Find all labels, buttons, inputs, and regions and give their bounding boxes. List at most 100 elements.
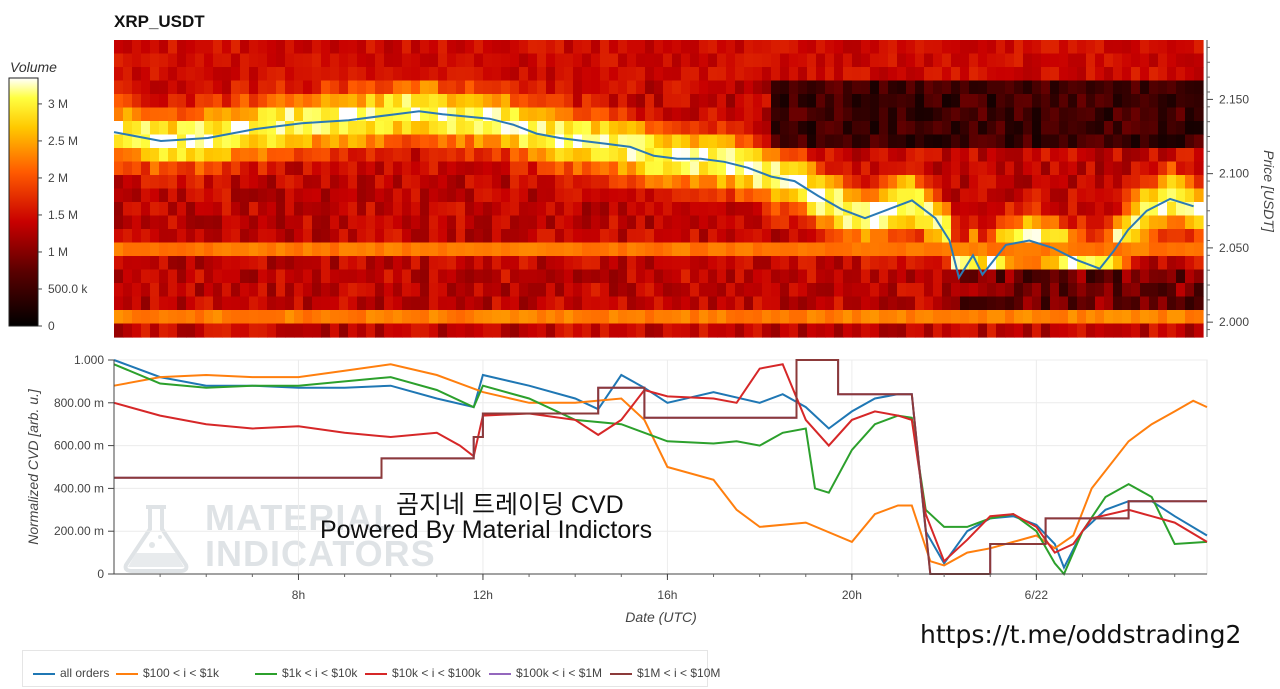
heatmap-cell <box>1095 283 1105 298</box>
heatmap-cell <box>294 242 304 257</box>
heatmap-cell <box>555 80 565 95</box>
heatmap-cell <box>582 161 592 176</box>
heatmap-cell <box>699 161 709 176</box>
heatmap-cell <box>465 175 475 190</box>
heatmap-cell <box>1167 188 1177 203</box>
legend-item-1m-i-10m[interactable]: $1M < i < $10M <box>610 666 720 680</box>
heatmap-cell <box>231 296 241 311</box>
heatmap-cell <box>906 53 916 68</box>
heatmap-cell <box>330 134 340 149</box>
cvd-y-tick-label: 800.00 m <box>54 396 104 410</box>
heatmap-cell <box>636 215 646 230</box>
heatmap-cell <box>591 188 601 203</box>
heatmap-cell <box>330 107 340 122</box>
heatmap-cell <box>159 310 169 325</box>
legend-item-10k-i-100k[interactable]: $10k < i < $100k <box>365 666 481 680</box>
heatmap-cell <box>870 323 880 338</box>
heatmap-cell <box>1194 229 1204 244</box>
heatmap-cell <box>240 107 250 122</box>
heatmap-cell <box>348 94 358 109</box>
heatmap-cell <box>834 323 844 338</box>
heatmap-cell <box>483 296 493 311</box>
heatmap-cell <box>969 242 979 257</box>
heatmap-cell <box>384 161 394 176</box>
heatmap-cell <box>699 202 709 217</box>
heatmap-cell <box>843 310 853 325</box>
heatmap-cell <box>762 107 772 122</box>
heatmap-cell <box>816 134 826 149</box>
heatmap-cell <box>501 202 511 217</box>
heatmap-cell <box>537 121 547 136</box>
heatmap-cell <box>978 296 988 311</box>
heatmap-cell <box>1050 121 1060 136</box>
heatmap-cell <box>969 67 979 82</box>
heatmap-cell <box>996 67 1006 82</box>
legend-item-all-orders[interactable]: all orders <box>33 666 109 680</box>
heatmap-cell <box>699 256 709 271</box>
heatmap-cell <box>1122 161 1132 176</box>
heatmap-cell <box>1167 53 1177 68</box>
heatmap-cell <box>123 323 133 338</box>
heatmap-cell <box>384 323 394 338</box>
heatmap-cell <box>132 296 142 311</box>
heatmap-cell <box>1176 175 1186 190</box>
heatmap-cell <box>222 323 232 338</box>
heatmap-cell <box>240 310 250 325</box>
heatmap-cell <box>627 188 637 203</box>
heatmap-cell <box>312 161 322 176</box>
heatmap-cell <box>618 242 628 257</box>
heatmap-cell <box>573 202 583 217</box>
heatmap-cell <box>321 202 331 217</box>
heatmap-cell <box>861 283 871 298</box>
heatmap-cell <box>177 310 187 325</box>
heatmap-cell <box>816 283 826 298</box>
heatmap-cell <box>636 202 646 217</box>
heatmap-cell <box>780 256 790 271</box>
heatmap-cell <box>1023 40 1033 55</box>
legend-item-100k-i-1m[interactable]: $100k < i < $1M <box>489 666 602 680</box>
heatmap-cell <box>1122 283 1132 298</box>
colorbar-tick-label: 500.0 k <box>48 282 88 296</box>
heatmap-cell <box>888 215 898 230</box>
heatmap-cell <box>591 215 601 230</box>
heatmap-cell <box>492 188 502 203</box>
heatmap-cell <box>1167 80 1177 95</box>
heatmap-cell <box>1149 121 1159 136</box>
heatmap-cell <box>897 67 907 82</box>
heatmap-cell <box>591 269 601 284</box>
heatmap-cell <box>1113 121 1123 136</box>
heatmap-cell <box>141 161 151 176</box>
heatmap-cell <box>987 296 997 311</box>
heatmap-cell <box>393 94 403 109</box>
heatmap-cell <box>1005 134 1015 149</box>
heatmap-cell <box>150 296 160 311</box>
heatmap-cell <box>1149 134 1159 149</box>
legend-item-1k-i-10k[interactable]: $1k < i < $10k <box>255 666 357 680</box>
heatmap-cell <box>1014 188 1024 203</box>
heatmap-cell <box>357 269 367 284</box>
telegram-link[interactable]: https://t.me/oddstrading2 <box>920 620 1242 649</box>
heatmap-cell <box>888 121 898 136</box>
heatmap-cell <box>1068 269 1078 284</box>
heatmap-cell <box>654 242 664 257</box>
heatmap-cell <box>258 175 268 190</box>
heatmap-cell <box>141 296 151 311</box>
heatmap-cell <box>834 229 844 244</box>
heatmap-cell <box>816 107 826 122</box>
heatmap-cell <box>960 256 970 271</box>
heatmap-cell <box>456 229 466 244</box>
heatmap-cell <box>771 269 781 284</box>
legend-item-100-i-1k[interactable]: $100 < i < $1k <box>116 666 219 680</box>
heatmap-cell <box>330 161 340 176</box>
heatmap-cell <box>411 107 421 122</box>
heatmap-cell <box>1059 40 1069 55</box>
heatmap-cell <box>1050 188 1060 203</box>
heatmap-cell <box>618 53 628 68</box>
heatmap-cell <box>1086 269 1096 284</box>
heatmap-cell <box>969 323 979 338</box>
heatmap-cell <box>672 175 682 190</box>
heatmap-cell <box>915 67 925 82</box>
heatmap-cell <box>888 67 898 82</box>
